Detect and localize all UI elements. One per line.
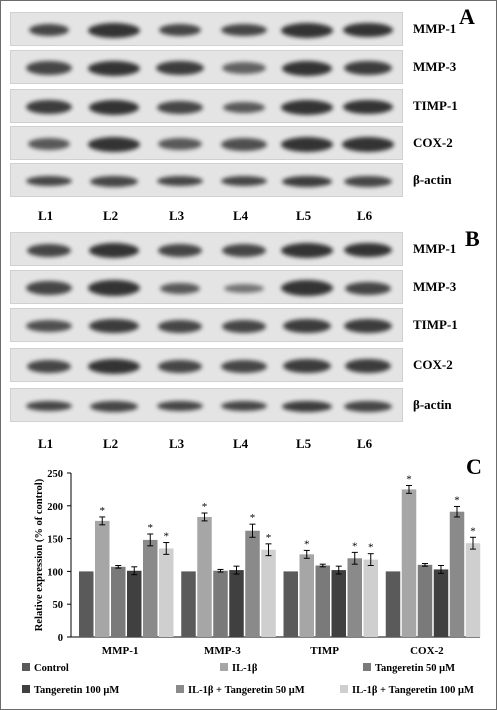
blot-row-label: TIMP-1	[413, 98, 458, 113]
blot-strip-a-3	[10, 89, 403, 123]
protein-band	[283, 319, 331, 333]
protein-band	[26, 61, 72, 75]
lane-label: L4	[233, 208, 249, 223]
protein-band	[223, 101, 265, 113]
protein-band	[281, 242, 333, 258]
protein-band	[345, 359, 391, 373]
protein-band	[88, 22, 140, 38]
lane-label: L4	[233, 436, 249, 451]
protein-band	[160, 282, 200, 294]
protein-band	[26, 320, 72, 332]
lane-label: L3	[169, 436, 185, 451]
protein-band	[222, 62, 266, 74]
protein-band	[158, 138, 202, 150]
protein-band	[89, 99, 139, 115]
protein-band	[157, 176, 203, 186]
blot-strip-b-4	[10, 348, 403, 382]
blot-strip-b-2	[10, 270, 403, 304]
protein-band	[222, 319, 266, 333]
lane-label: L5	[296, 208, 312, 223]
lane-label: L6	[357, 436, 373, 451]
panel-letter-b: B	[465, 226, 480, 251]
protein-band	[221, 359, 267, 373]
blot-row-label: MMP-3	[413, 59, 457, 74]
blot-strip-b-5	[10, 388, 403, 422]
protein-band	[221, 176, 267, 186]
protein-band	[343, 23, 393, 37]
protein-band	[88, 280, 140, 296]
blot-strip-a-4	[10, 126, 403, 160]
protein-band	[159, 24, 201, 36]
protein-band	[88, 358, 140, 374]
protein-band	[88, 136, 140, 152]
protein-band	[222, 243, 266, 257]
blot-row-label: β-actin	[413, 397, 452, 412]
blot-row-label: COX-2	[413, 357, 453, 372]
protein-band	[26, 176, 72, 186]
protein-band	[281, 99, 333, 115]
protein-band	[224, 283, 264, 293]
protein-band	[281, 22, 333, 38]
blot-strip-b-3	[10, 308, 403, 342]
protein-band	[26, 281, 72, 295]
blot-row-label: MMP-1	[413, 241, 457, 256]
protein-band	[345, 281, 391, 295]
protein-band	[282, 400, 332, 412]
blot-strip-a-1	[10, 12, 403, 46]
protein-band	[90, 400, 138, 412]
lane-label: L2	[103, 436, 119, 451]
protein-band	[344, 61, 392, 75]
protein-band	[28, 138, 70, 150]
protein-band	[157, 401, 203, 411]
protein-band	[89, 319, 139, 333]
protein-band	[88, 60, 140, 76]
protein-band	[344, 175, 392, 187]
protein-band	[281, 136, 333, 152]
panel-letter-c: C	[466, 454, 482, 479]
protein-band	[26, 401, 72, 411]
protein-band	[158, 243, 202, 257]
lane-label: L5	[296, 436, 312, 451]
protein-band	[283, 359, 331, 373]
protein-band	[156, 61, 204, 75]
protein-band	[89, 242, 139, 258]
protein-band	[27, 359, 71, 373]
lane-label: L1	[38, 436, 54, 451]
panel-letter-a: A	[459, 4, 475, 29]
blot-strip-b-1	[10, 232, 403, 266]
protein-band	[27, 243, 71, 257]
protein-band	[343, 100, 393, 114]
protein-band	[282, 60, 332, 76]
lane-label: L1	[38, 208, 54, 223]
protein-band	[281, 280, 333, 296]
blot-row-label: MMP-1	[413, 21, 457, 36]
protein-band	[29, 24, 69, 36]
protein-band	[344, 400, 392, 412]
protein-band	[26, 100, 72, 114]
protein-band	[282, 175, 332, 187]
protein-band	[344, 243, 392, 257]
protein-band	[344, 319, 392, 333]
blot-row-label: MMP-3	[413, 279, 457, 294]
protein-band	[157, 100, 203, 114]
protein-band	[221, 401, 267, 411]
lane-label: L2	[103, 208, 119, 223]
protein-band	[342, 136, 394, 152]
blot-strip-a-5	[10, 163, 403, 197]
lane-label: L3	[169, 208, 185, 223]
protein-band	[158, 359, 202, 373]
lane-label: L6	[357, 208, 373, 223]
blot-row-label: β-actin	[413, 172, 452, 187]
protein-band	[90, 175, 138, 187]
protein-band	[221, 24, 267, 36]
blot-row-label: TIMP-1	[413, 317, 458, 332]
blot-row-label: COX-2	[413, 135, 453, 150]
protein-band	[158, 319, 202, 333]
protein-band	[221, 137, 267, 151]
blot-strip-a-2	[10, 50, 403, 84]
